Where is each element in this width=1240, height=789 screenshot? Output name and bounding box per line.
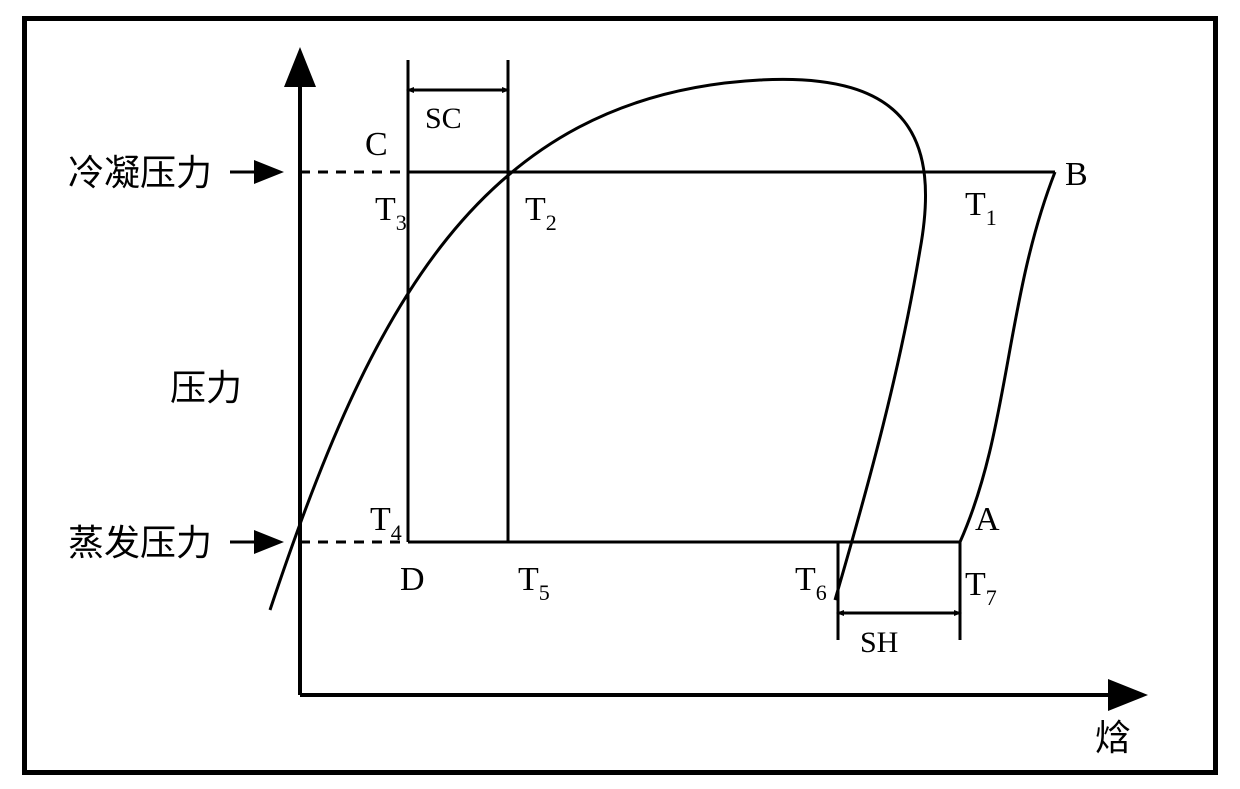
label-B: B	[1065, 156, 1088, 193]
label-T2: T2	[525, 191, 557, 235]
sc-label: SC	[425, 102, 462, 135]
sh-dimension: SH	[838, 613, 960, 659]
label-C: C	[365, 126, 388, 163]
axes: 焓 压力	[170, 55, 1140, 758]
label-T4: T4	[370, 501, 402, 545]
sc-dimension: SC	[408, 90, 508, 135]
label-A: A	[975, 501, 1000, 538]
evaporating-label: 蒸发压力	[68, 523, 212, 563]
x-axis-label: 焓	[1095, 718, 1131, 758]
ph-diagram: 焓 压力 冷凝压力 蒸发压力 SC SH A	[0, 0, 1240, 789]
pressure-guides: 冷凝压力 蒸发压力	[68, 153, 408, 563]
label-T1: T1	[965, 186, 997, 230]
label-T7: T7	[965, 566, 997, 610]
y-axis-label: 压力	[170, 368, 242, 408]
segment-AB	[960, 172, 1055, 542]
label-T3: T3	[375, 191, 407, 235]
cycle	[408, 172, 1055, 542]
label-T5: T5	[518, 561, 550, 605]
sh-label: SH	[860, 626, 898, 659]
label-D: D	[400, 561, 425, 598]
condensing-label: 冷凝压力	[68, 153, 212, 193]
label-T6: T6	[795, 561, 827, 605]
t-labels: T1 T2 T3 T4 T5 T6 T7	[370, 186, 997, 610]
vertical-refs	[408, 60, 960, 640]
